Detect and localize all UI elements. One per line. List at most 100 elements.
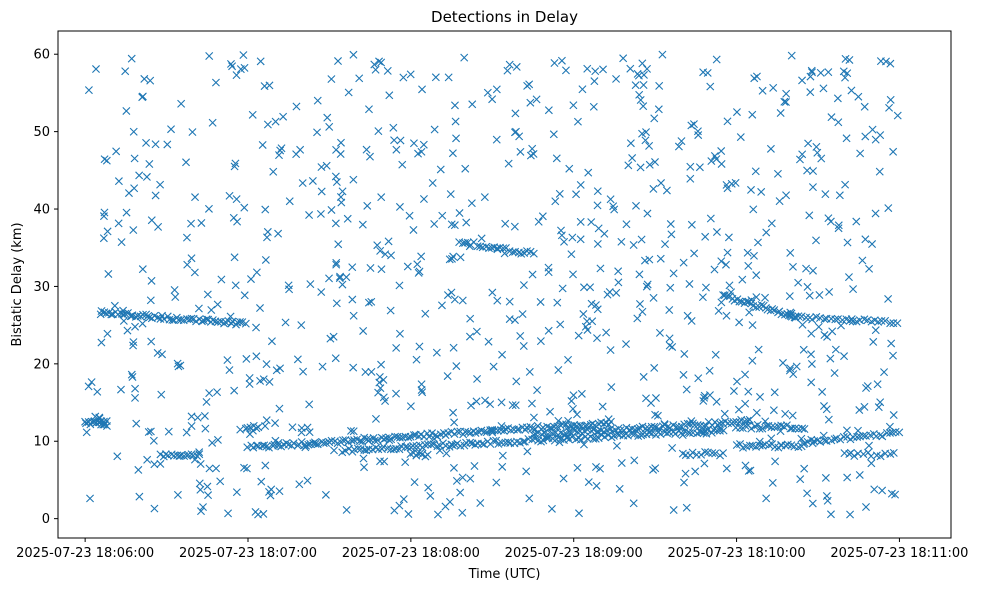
data-point — [591, 301, 600, 310]
data-point — [511, 401, 520, 410]
data-point — [277, 144, 286, 153]
data-point — [129, 341, 138, 350]
data-point — [150, 460, 159, 469]
data-point — [230, 253, 239, 262]
data-point — [229, 213, 238, 222]
data-point — [781, 409, 790, 418]
data-point — [529, 413, 538, 422]
data-point — [217, 275, 226, 284]
data-point — [859, 431, 868, 440]
data-point — [331, 354, 340, 363]
data-point — [787, 51, 796, 60]
data-point — [404, 433, 413, 442]
data-point — [131, 393, 140, 402]
data-point — [854, 92, 863, 101]
data-point — [305, 211, 314, 220]
data-point — [867, 459, 876, 468]
data-point — [812, 236, 821, 245]
data-point — [619, 54, 628, 63]
data-point — [823, 496, 832, 505]
data-point — [323, 113, 332, 122]
data-point — [889, 411, 898, 420]
data-point — [711, 350, 720, 359]
data-point — [874, 403, 883, 412]
data-point — [460, 53, 469, 62]
data-point — [680, 349, 689, 358]
x-axis-ticks: 2025-07-23 18:06:00 2025-07-23 18:07:00 20… — [16, 538, 968, 561]
data-point — [808, 315, 817, 324]
data-point — [798, 424, 807, 433]
data-point — [187, 314, 196, 323]
data-point — [858, 256, 867, 265]
data-point — [391, 432, 400, 441]
data-point — [816, 313, 824, 322]
data-point — [528, 424, 537, 433]
data-point — [769, 406, 778, 415]
data-point — [406, 70, 415, 79]
data-point — [256, 57, 265, 66]
data-point — [639, 70, 648, 79]
data-point — [827, 113, 836, 122]
data-point — [256, 304, 264, 313]
data-point — [321, 490, 330, 499]
data-point — [834, 221, 843, 230]
data-point — [606, 195, 615, 204]
data-point — [725, 281, 734, 290]
data-point — [788, 411, 797, 420]
y-tick-label: 10 — [33, 435, 50, 450]
data-point — [655, 81, 664, 90]
data-point — [195, 450, 204, 459]
data-point — [596, 264, 605, 273]
data-point — [195, 479, 204, 488]
data-point — [97, 338, 106, 347]
data-point — [612, 74, 621, 83]
data-point — [642, 394, 651, 403]
data-point — [327, 205, 336, 214]
data-point — [677, 429, 686, 437]
data-point — [313, 128, 322, 137]
data-point — [157, 390, 166, 399]
data-point — [679, 370, 688, 379]
data-point — [409, 431, 418, 440]
data-point — [364, 298, 373, 307]
data-point — [565, 164, 574, 173]
data-point — [145, 313, 154, 322]
data-point — [196, 460, 205, 469]
data-point — [374, 445, 383, 454]
data-point — [149, 436, 158, 445]
data-point — [698, 293, 707, 302]
data-point — [414, 268, 423, 277]
data-point — [87, 378, 96, 387]
data-point — [477, 234, 486, 243]
data-point — [517, 249, 526, 258]
data-point — [722, 311, 731, 320]
data-point — [554, 365, 563, 374]
data-point — [782, 89, 791, 98]
data-point — [756, 392, 765, 401]
data-point — [261, 255, 270, 264]
data-point — [876, 398, 885, 407]
data-point — [732, 108, 741, 117]
data-point — [697, 450, 706, 459]
data-point — [470, 462, 479, 471]
data-point — [364, 445, 373, 454]
data-point — [840, 352, 849, 361]
data-point — [895, 428, 904, 437]
data-point — [633, 314, 642, 323]
data-point — [127, 54, 136, 63]
data-point — [752, 303, 761, 312]
data-point — [442, 449, 451, 458]
data-point — [715, 419, 724, 428]
data-point — [385, 91, 394, 100]
data-point — [758, 86, 767, 95]
data-point — [512, 62, 521, 71]
data-point — [478, 439, 487, 448]
plot-frame — [57, 30, 952, 539]
data-point — [653, 411, 662, 420]
data-point — [820, 436, 829, 445]
data-point — [766, 144, 775, 153]
data-point — [308, 176, 317, 185]
data-point — [748, 110, 757, 119]
data-point — [769, 83, 778, 92]
data-point — [528, 270, 537, 279]
